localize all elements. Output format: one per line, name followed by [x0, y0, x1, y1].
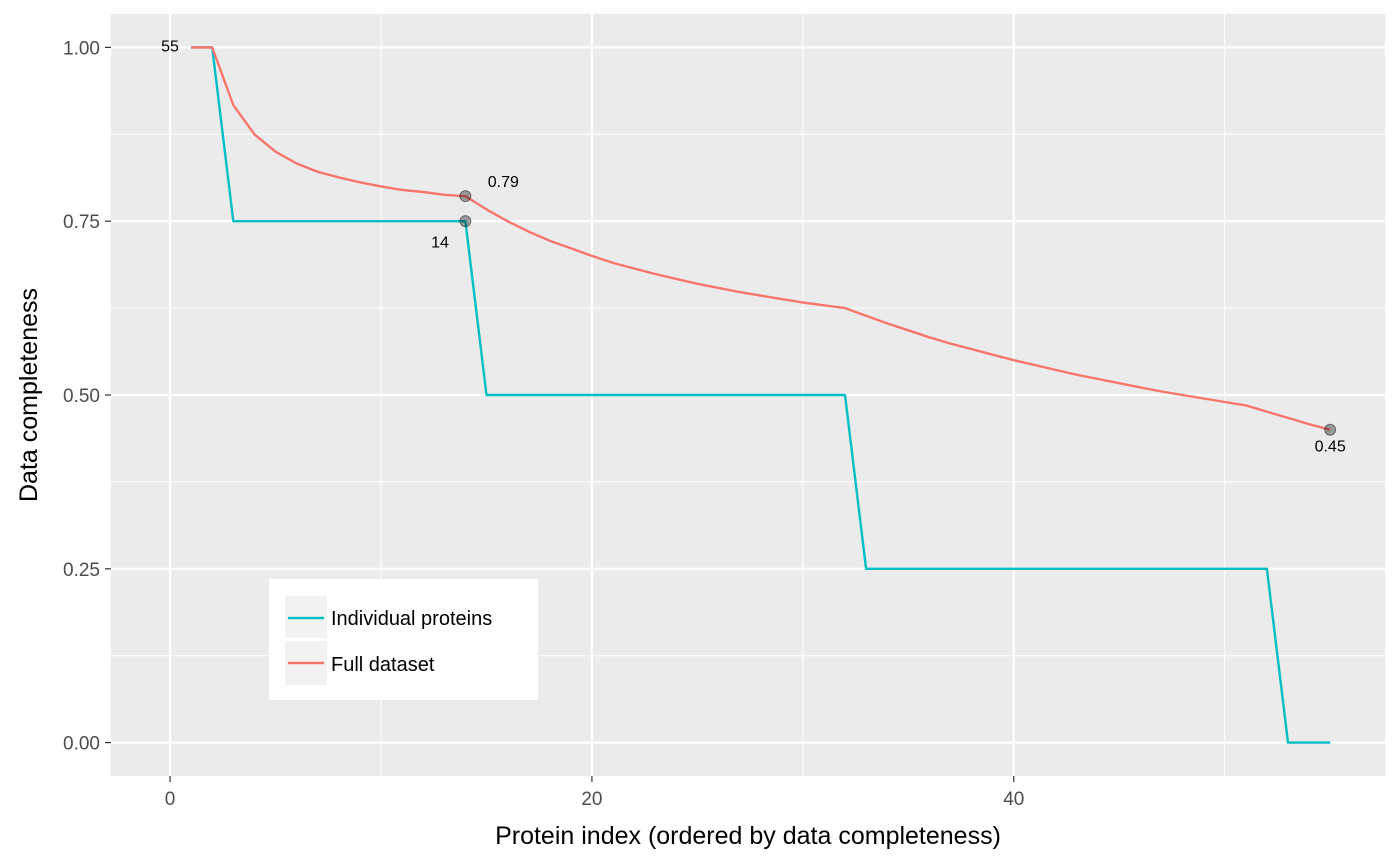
x-axis-title: Protein index (ordered by data completen… [495, 822, 1001, 850]
y-axis-title: Data completeness [15, 288, 43, 502]
annotations: 55 0.79 14 0.45 [161, 39, 1346, 456]
series-line-individual-proteins [191, 46, 1331, 744]
x-tick-label: 20 [581, 789, 602, 810]
annotation-label: 55 [161, 39, 179, 56]
x-tick-label: 40 [1003, 789, 1024, 810]
annotation-label: 14 [431, 235, 449, 252]
axis-ticks: 0 20 40 0.00 0.25 0.50 0.75 1.00 [63, 38, 1024, 810]
y-tick-label: 0.50 [63, 386, 100, 407]
annotation-label: 0.45 [1315, 438, 1346, 455]
series-layer [191, 46, 1331, 744]
y-tick-label: 1.00 [63, 38, 100, 59]
legend: Individual proteins Full dataset [269, 579, 538, 700]
y-tick-label: 0.00 [63, 734, 100, 755]
major-gridlines [111, 14, 1385, 776]
y-tick-label: 0.75 [63, 212, 100, 233]
x-tick-label: 0 [165, 789, 176, 810]
highlight-points [459, 190, 1337, 436]
series-line-full-dataset [191, 46, 1331, 431]
legend-label-full-dataset: Full dataset [331, 654, 435, 676]
highlight-point [1324, 423, 1337, 436]
y-tick-label: 0.25 [63, 560, 100, 581]
highlight-point [459, 215, 472, 228]
highlight-point [459, 190, 472, 203]
legend-label-individual-proteins: Individual proteins [331, 608, 492, 630]
annotation-label: 0.79 [488, 174, 519, 191]
